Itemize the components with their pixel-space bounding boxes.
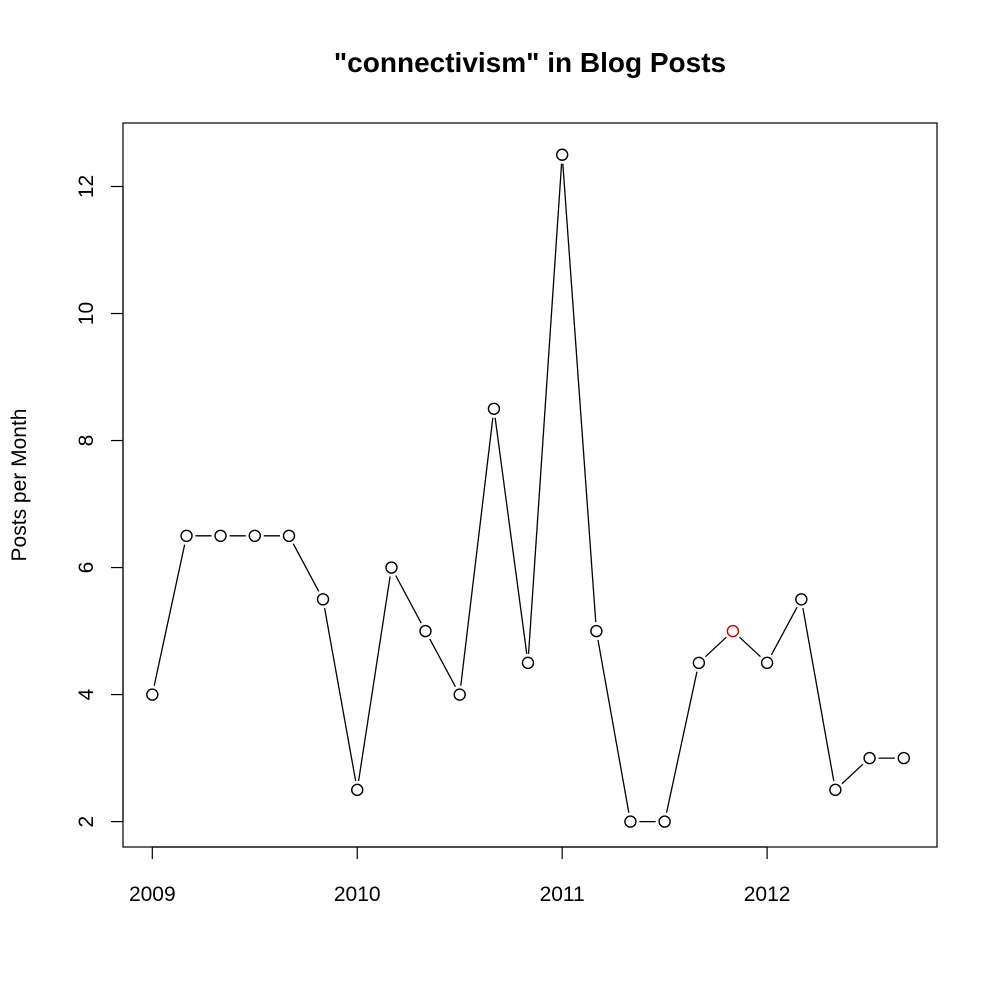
data-point [180,529,193,543]
line-segment [460,417,494,686]
x-tick-label: 2010 [334,883,381,906]
line-segment [739,636,761,658]
data-point [487,402,501,415]
line-segment [770,606,798,656]
y-tick-label: 10 [75,302,98,325]
plot-frame [122,122,938,848]
x-tick-label: 2012 [744,883,791,906]
y-axis-label: Posts per Month [8,409,31,562]
data-point [419,624,432,638]
line-segment [395,575,422,624]
line-segment [841,763,864,785]
line-segment [494,417,528,654]
line-segment [802,608,835,782]
data-point [521,656,535,670]
line-segment [665,671,698,813]
data-point [385,561,398,574]
data-point [214,529,227,543]
line-segment [323,608,357,782]
y-tick-label: 8 [75,435,98,447]
data-point [897,751,911,765]
data-point [795,593,808,606]
line-segment [153,544,186,686]
data-point [863,751,876,765]
chart-title: "connectivism" in Blog Posts [334,47,726,78]
x-axis: 2009 2010 2011 2012 [129,846,791,906]
y-tick-label: 4 [75,688,98,700]
series-points [146,148,911,828]
data-point [624,815,637,828]
line-segment [597,639,630,813]
line-segment [292,543,320,592]
data-point-highlighted [726,624,740,638]
data-point [829,783,842,797]
data-point [282,529,296,543]
x-tick-label: 2011 [540,883,585,906]
line-segment [527,163,563,654]
data-point [658,815,671,828]
y-tick-label: 2 [75,816,98,828]
line-segment [357,576,391,782]
y-tick-label: 6 [75,562,98,574]
data-point [590,624,603,638]
data-point [760,656,774,670]
data-point [453,688,466,701]
data-point [555,148,569,161]
line-segment [705,636,727,658]
series-line [153,163,895,823]
data-point [692,656,706,670]
data-point [248,529,261,543]
data-point [146,688,159,701]
line-segment [562,163,597,623]
y-axis: 2 4 6 8 10 12 [75,175,124,828]
y-tick-label: 12 [75,175,98,198]
x-tick-label: 2009 [129,883,176,906]
data-point [351,783,364,797]
line-segment [429,638,457,687]
data-point [316,593,330,606]
